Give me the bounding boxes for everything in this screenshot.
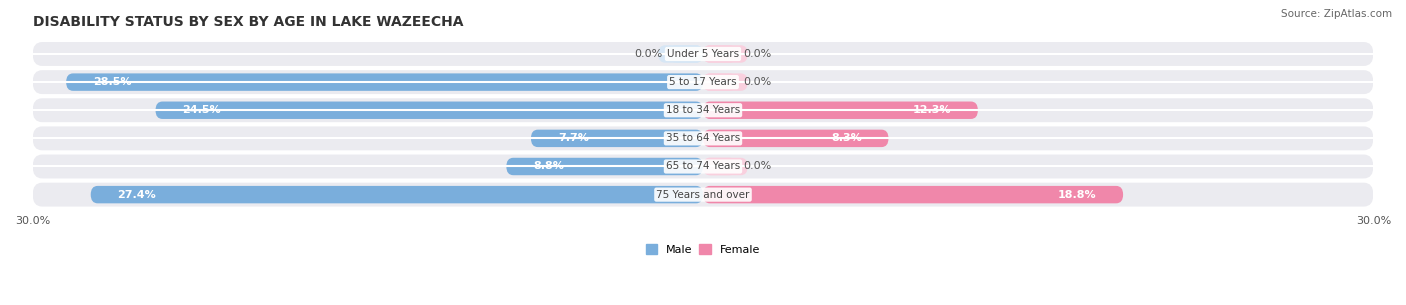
- Text: 8.3%: 8.3%: [831, 133, 862, 143]
- FancyBboxPatch shape: [703, 158, 748, 175]
- FancyBboxPatch shape: [32, 98, 1374, 122]
- FancyBboxPatch shape: [703, 74, 748, 91]
- Text: Source: ZipAtlas.com: Source: ZipAtlas.com: [1281, 9, 1392, 19]
- FancyBboxPatch shape: [669, 45, 703, 63]
- FancyBboxPatch shape: [32, 126, 1374, 150]
- Text: 0.0%: 0.0%: [634, 49, 662, 59]
- FancyBboxPatch shape: [91, 186, 703, 203]
- Text: 27.4%: 27.4%: [118, 190, 156, 199]
- FancyBboxPatch shape: [703, 130, 889, 147]
- Text: 7.7%: 7.7%: [558, 133, 589, 143]
- Text: 65 to 74 Years: 65 to 74 Years: [666, 161, 740, 171]
- Text: DISABILITY STATUS BY SEX BY AGE IN LAKE WAZEECHA: DISABILITY STATUS BY SEX BY AGE IN LAKE …: [32, 15, 463, 29]
- Text: 12.3%: 12.3%: [912, 105, 950, 115]
- Text: 75 Years and over: 75 Years and over: [657, 190, 749, 199]
- Text: 28.5%: 28.5%: [93, 77, 131, 87]
- FancyBboxPatch shape: [32, 70, 1374, 94]
- FancyBboxPatch shape: [703, 45, 748, 63]
- FancyBboxPatch shape: [32, 183, 1374, 206]
- FancyBboxPatch shape: [156, 102, 703, 119]
- FancyBboxPatch shape: [506, 158, 703, 175]
- Text: 8.8%: 8.8%: [533, 161, 564, 171]
- Text: 0.0%: 0.0%: [744, 49, 772, 59]
- FancyBboxPatch shape: [32, 42, 1374, 66]
- Text: 35 to 64 Years: 35 to 64 Years: [666, 133, 740, 143]
- FancyBboxPatch shape: [32, 155, 1374, 178]
- FancyBboxPatch shape: [703, 102, 977, 119]
- Legend: Male, Female: Male, Female: [647, 244, 759, 255]
- FancyBboxPatch shape: [531, 130, 703, 147]
- FancyBboxPatch shape: [703, 158, 737, 175]
- FancyBboxPatch shape: [703, 74, 737, 91]
- Text: 18.8%: 18.8%: [1057, 190, 1097, 199]
- FancyBboxPatch shape: [703, 186, 1123, 203]
- Text: Under 5 Years: Under 5 Years: [666, 49, 740, 59]
- Text: 0.0%: 0.0%: [744, 77, 772, 87]
- Text: 24.5%: 24.5%: [183, 105, 221, 115]
- FancyBboxPatch shape: [658, 45, 703, 63]
- FancyBboxPatch shape: [703, 45, 737, 63]
- Text: 0.0%: 0.0%: [744, 161, 772, 171]
- FancyBboxPatch shape: [66, 74, 703, 91]
- Text: 18 to 34 Years: 18 to 34 Years: [666, 105, 740, 115]
- Text: 5 to 17 Years: 5 to 17 Years: [669, 77, 737, 87]
